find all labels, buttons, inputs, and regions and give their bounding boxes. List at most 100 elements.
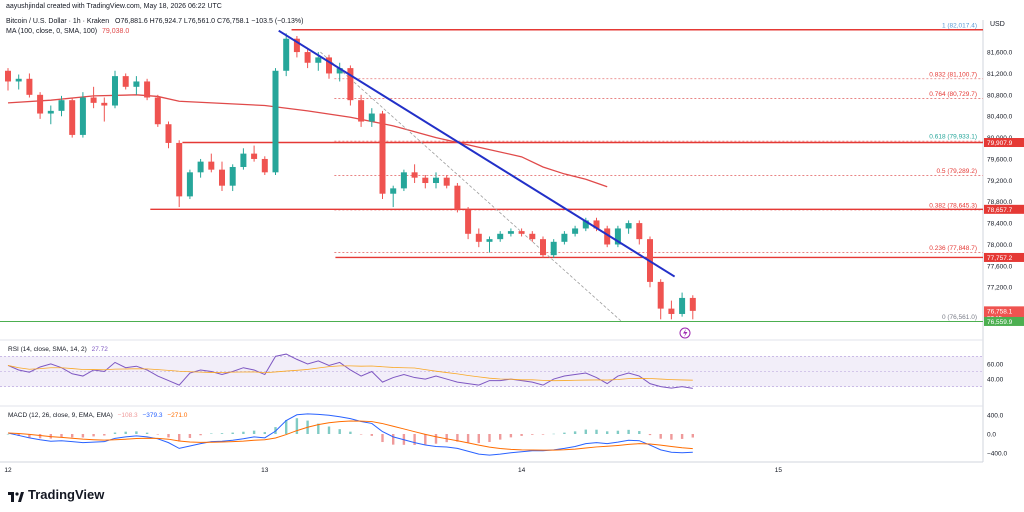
macd-histogram-bar — [413, 434, 416, 445]
macd-histogram-bar — [541, 434, 545, 435]
candle-body — [144, 81, 151, 98]
macd-histogram-bar — [509, 434, 513, 438]
candle-body — [154, 97, 161, 125]
macd-histogram-bar — [113, 432, 117, 434]
macd-histogram-bar — [691, 434, 694, 438]
price-tag-label: 78,657.7 — [987, 207, 1013, 214]
candle-body — [58, 100, 65, 111]
macd-histogram-bar — [242, 431, 245, 434]
macd-histogram-bar — [220, 433, 224, 434]
candle-body — [636, 223, 643, 240]
price-tick-label: 77,600.0 — [987, 263, 1013, 270]
candle-body — [614, 228, 621, 245]
macd-histogram-bar — [338, 429, 341, 434]
candle-body — [186, 172, 193, 197]
chart-author: aayushjindal created with TradingView.co… — [6, 3, 222, 10]
macd-histogram-bar — [188, 434, 192, 438]
macd-histogram-bar — [359, 434, 363, 435]
candle-body — [454, 185, 461, 210]
candle-body — [5, 70, 11, 82]
macd-histogram-bar — [71, 434, 74, 438]
fib-diagonal-line — [320, 51, 623, 323]
price-tick-label: 80,800.0 — [987, 92, 1013, 99]
candle-body — [304, 52, 311, 63]
macd-histogram-bar — [327, 426, 331, 434]
fib-level-label: 1 (82,017.4) — [942, 22, 977, 29]
rsi-sma-line — [7, 365, 693, 382]
macd-histogram-bar — [680, 434, 684, 439]
candle-body — [101, 102, 108, 106]
rsi-legend[interactable]: RSI (14, close, SMA, 14, 2) 27.72 — [8, 346, 108, 353]
macd-line — [7, 413, 693, 456]
price-tick-label: 78,000.0 — [987, 242, 1013, 249]
candle-body — [561, 233, 568, 242]
macd-histogram-bar — [648, 434, 652, 436]
rsi-band — [0, 356, 983, 387]
candle-body — [465, 209, 472, 234]
macd-histogram-bar — [199, 434, 202, 436]
candle-body — [433, 177, 439, 184]
macd-tick-label: 400.0 — [987, 412, 1004, 419]
rsi-value: 27.72 — [91, 346, 108, 353]
macd-histogram-bar — [595, 429, 598, 434]
candle-body — [165, 124, 172, 143]
macd-histogram-bar — [434, 434, 438, 444]
candle-body — [69, 100, 76, 135]
candle-body — [679, 297, 686, 314]
macd-histogram-bar — [552, 433, 555, 435]
macd-histogram-bar — [392, 434, 395, 445]
candle-body — [390, 188, 397, 194]
candle-body — [368, 113, 375, 122]
ma-value: 79,038.0 — [102, 28, 130, 35]
rsi-label: RSI (14, close, SMA, 14, 2) — [8, 346, 87, 353]
macd-histogram-bar — [370, 434, 373, 436]
candle-body — [540, 239, 546, 256]
symbol-title: Bitcoin / U.S. Dollar · 1h · Kraken O76,… — [6, 18, 303, 25]
candle-body — [293, 38, 300, 53]
price-tick-label: 78,400.0 — [987, 221, 1013, 228]
ma-legend[interactable]: MA (100, close, 0, SMA, 100) 79,038.0 — [6, 28, 129, 35]
macd-histogram-bar — [445, 434, 448, 443]
candle-body — [176, 142, 183, 197]
macd-histogram-bar — [499, 434, 502, 440]
macd-signal-line — [7, 420, 693, 451]
candle-body — [379, 113, 386, 194]
brand-name: TradingView — [28, 487, 105, 502]
time-tick-label: 14 — [518, 467, 526, 474]
macd-histogram-bar — [156, 434, 159, 435]
macd-histogram-bar — [252, 430, 256, 434]
candle-body — [518, 231, 525, 234]
price-tick-label: 80,400.0 — [987, 114, 1013, 121]
candle-body — [604, 228, 611, 245]
candle-body — [668, 308, 675, 314]
fib-level-label: 0.764 (80,729.7) — [929, 91, 977, 98]
macd-histogram-bar — [520, 434, 523, 436]
macd-histogram-bar — [28, 434, 31, 438]
candle-body — [582, 220, 589, 229]
fib-level-label: 0.236 (77,848.7) — [929, 245, 977, 252]
candle-body — [283, 38, 290, 71]
candle-body — [197, 161, 204, 173]
macd-histogram-bar — [531, 434, 534, 435]
macd-histogram-bar — [349, 431, 352, 434]
fib-level-label: 0.618 (79,933.1) — [929, 134, 977, 141]
candle-body — [336, 68, 343, 74]
rsi-tick-label: 60.00 — [987, 361, 1004, 368]
fib-level-label: 0 (76,561.0) — [942, 314, 977, 321]
price-tag-label: 76,559.9 — [987, 319, 1013, 326]
candle-body — [26, 78, 33, 95]
macd-histogram-bar — [477, 434, 480, 444]
macd-histogram-bar — [178, 434, 181, 442]
macd-histogram-bar — [124, 431, 127, 434]
macd-tick-label: −400.0 — [987, 451, 1007, 458]
price-tick-label: 79,200.0 — [987, 178, 1013, 185]
candle-body — [529, 233, 536, 240]
macd-legend[interactable]: MACD (12, 26, close, 9, EMA, EMA) −108.3… — [8, 412, 187, 419]
price-tag — [984, 316, 1024, 326]
macd-histogram-bar — [488, 434, 491, 443]
macd-histogram-bar — [563, 432, 566, 434]
candle-body — [90, 97, 97, 103]
macd-histogram-bar — [381, 434, 384, 443]
macd-histogram-bar — [145, 432, 149, 434]
